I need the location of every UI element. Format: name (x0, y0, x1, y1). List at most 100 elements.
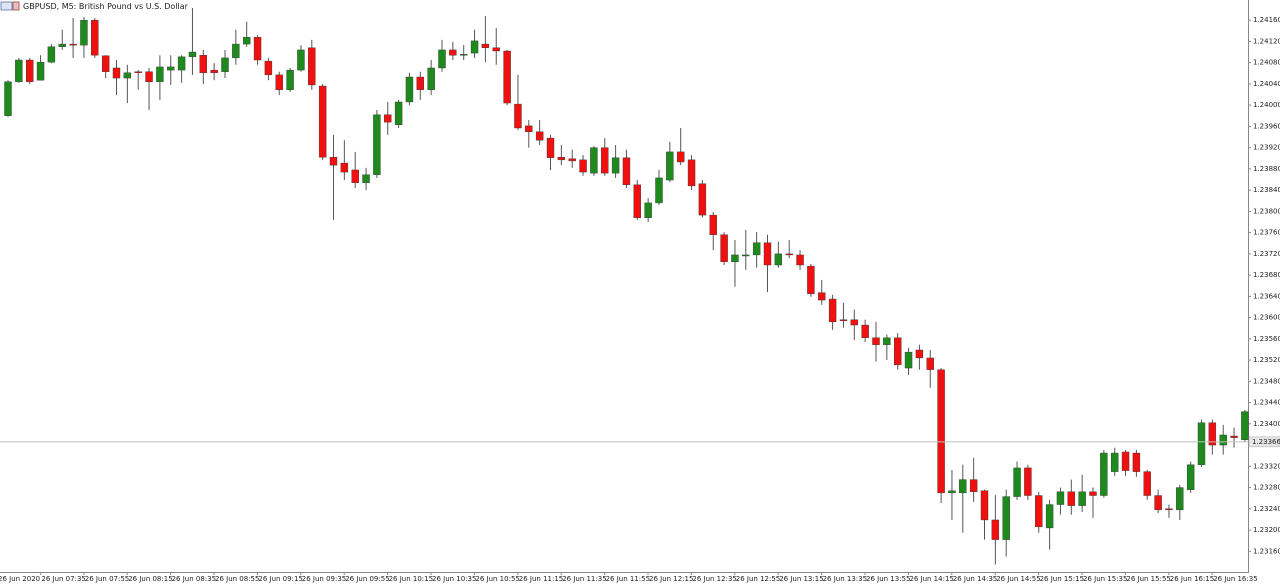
x-tick-label: 26 Jun 10:35 (432, 575, 476, 583)
y-tick-label: 1.23440 (1253, 399, 1280, 407)
y-tick-label: 1.24040 (1253, 80, 1280, 88)
candle-body (394, 101, 403, 126)
candle-body (937, 369, 945, 494)
y-tick-label: 1.24080 (1253, 59, 1280, 67)
y-tick-label: 1.23600 (1253, 314, 1280, 322)
candle-body (915, 349, 924, 359)
candle-body (1078, 491, 1086, 506)
candle-body (807, 265, 815, 294)
candle-body (1219, 434, 1227, 446)
candle-body (959, 479, 967, 494)
x-tick-label: 26 Jun 08:55 (215, 575, 259, 583)
candle-body (36, 61, 45, 81)
candle-body (894, 337, 902, 366)
candle-body (601, 147, 609, 174)
candle-body (438, 49, 446, 69)
candle-body (785, 253, 793, 256)
y-tick-label: 1.23560 (1253, 335, 1280, 343)
candle-body (1056, 491, 1065, 505)
candle-body (286, 69, 294, 90)
candle-body (1013, 467, 1021, 497)
chart-title: GBPUSD, M5: British Pound vs U.S. Dollar (23, 2, 189, 11)
y-tick-label: 1.23960 (1253, 122, 1280, 130)
y-tick-label: 1.23640 (1253, 292, 1280, 300)
y-tick-label: 1.23240 (1253, 505, 1280, 513)
candle-body (1186, 464, 1195, 490)
candle-body (123, 72, 132, 79)
candle-body (188, 51, 197, 58)
y-tick-label: 1.23480 (1253, 377, 1280, 385)
candle-body (861, 324, 869, 338)
candle-body (904, 351, 913, 369)
candle-body (427, 67, 435, 90)
y-tick-label: 1.23800 (1253, 207, 1280, 215)
x-tick-label: 26 Jun 08:15 (128, 575, 172, 583)
candle-body (633, 184, 641, 218)
y-tick-label: 1.23200 (1253, 526, 1280, 534)
candle-body (1121, 451, 1130, 471)
candle-body (644, 202, 652, 218)
candle-body (242, 36, 251, 45)
candle-body (622, 157, 631, 186)
candle-body (101, 55, 110, 72)
candle-body (15, 59, 23, 82)
y-tick-label: 1.23760 (1253, 229, 1280, 237)
candle-body (655, 177, 663, 204)
x-tick-label: 26 Jun 09:55 (345, 575, 389, 583)
candle-body (4, 81, 12, 116)
symbol-icon (12, 1, 20, 11)
candle-body (980, 490, 989, 521)
candle-body (611, 157, 620, 174)
x-tick-label: 26 Jun 2020 (0, 575, 40, 583)
candle-body (1067, 491, 1076, 506)
candle-body (362, 174, 370, 183)
candle-body (275, 74, 283, 90)
x-tick-label: 26 Jun 15:35 (1083, 575, 1127, 583)
y-tick-label: 1.24000 (1253, 101, 1280, 109)
candle-body (698, 183, 707, 216)
y-tick-label: 1.24160 (1253, 16, 1280, 24)
x-tick-label: 26 Jun 07:35 (41, 575, 85, 583)
candle-body (232, 43, 240, 59)
candle-body (872, 337, 880, 345)
candle-body (167, 66, 175, 71)
candle-body (742, 254, 750, 257)
candle-body (514, 103, 522, 129)
x-tick-label: 26 Jun 11:35 (562, 575, 606, 583)
y-tick-label: 1.23520 (1253, 356, 1280, 364)
x-tick-label: 26 Jun 10:15 (389, 575, 433, 583)
candle-body (26, 59, 34, 82)
candle-body (557, 157, 566, 161)
candle-body (416, 76, 424, 90)
candle-body (1132, 452, 1141, 472)
y-tick-label: 1.23840 (1253, 186, 1280, 194)
y-tick-label: 1.23280 (1253, 484, 1280, 492)
candle-body (774, 253, 783, 266)
candle-body (752, 242, 761, 256)
x-tick-label: 26 Jun 12:15 (649, 575, 693, 583)
candle-body (763, 242, 772, 266)
x-tick-label: 26 Jun 12:35 (692, 575, 736, 583)
candle-body (1143, 471, 1151, 496)
candle-body (666, 151, 674, 181)
candle-body (384, 114, 392, 123)
price-label-box (1248, 436, 1280, 448)
candle-body (1024, 467, 1032, 496)
candle-body (373, 114, 381, 175)
candle-body (58, 43, 66, 47)
x-tick-label: 26 Jun 07:55 (85, 575, 129, 583)
candle-body (969, 479, 978, 493)
candle-body (221, 57, 229, 72)
candle-body (145, 71, 153, 82)
y-tick-label: 1.23720 (1253, 250, 1280, 258)
candle-body (47, 46, 56, 63)
x-tick-label: 26 Jun 12:55 (736, 575, 780, 583)
candle-body (449, 49, 457, 56)
x-tick-label: 26 Jun 09:15 (258, 575, 302, 583)
candle-body (883, 337, 891, 345)
candle-body (460, 53, 468, 56)
candle-body (818, 292, 826, 301)
candle-body (568, 158, 576, 162)
candle-body (839, 319, 848, 321)
candle-body (405, 76, 414, 103)
